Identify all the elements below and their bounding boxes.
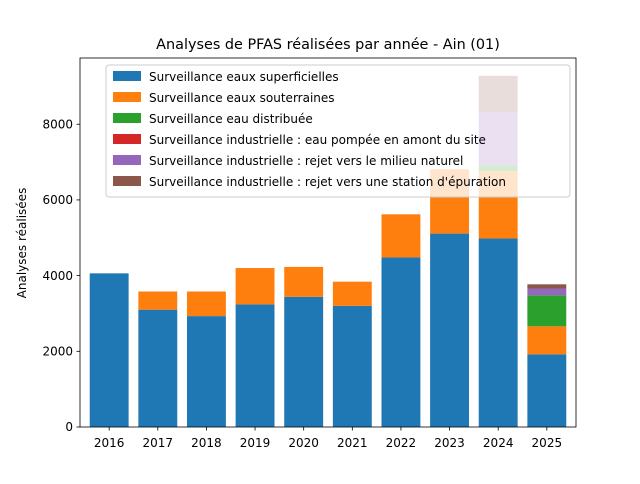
y-tick-label: 6000	[42, 193, 73, 207]
legend-swatch	[113, 92, 141, 102]
bar-segment	[186, 316, 226, 427]
legend-swatch	[113, 71, 141, 81]
bar-segment	[381, 214, 421, 258]
bar-segment	[235, 304, 275, 427]
x-tick-label: 2017	[143, 436, 174, 450]
y-axis-label: Analyses réalisées	[15, 188, 29, 299]
legend-label: Surveillance eaux superficielles	[149, 70, 339, 84]
axes-layer: 0 2000 4000 6000 8000 2016 2017 2018 2019 2020 202…	[42, 57, 577, 450]
bar-segment	[527, 326, 567, 355]
bar-segment	[381, 257, 421, 427]
bar-segment	[527, 354, 567, 427]
legend-box	[105, 64, 571, 198]
x-tick-label: 2023	[434, 436, 465, 450]
x-tick-label: 2025	[532, 436, 563, 450]
x-tick-label: 2018	[191, 436, 222, 450]
bar-segment	[527, 288, 567, 296]
x-tick-label: 2020	[288, 436, 319, 450]
bar-segment	[527, 284, 567, 289]
legend-swatch	[113, 155, 141, 165]
chart-title: Analyses de PFAS réalisées par année - A…	[156, 37, 500, 53]
legend-label: Surveillance eaux souterraines	[149, 91, 335, 105]
x-tick-label: 2024	[483, 436, 514, 450]
legend-label: Surveillance eau distribuée	[149, 112, 313, 126]
bar-segment	[138, 291, 178, 310]
x-tick-label: 2019	[240, 436, 271, 450]
bar-segment	[186, 291, 226, 317]
bar-segment	[284, 296, 324, 427]
bar-segment	[235, 268, 275, 305]
x-tick-label: 2022	[386, 436, 417, 450]
y-tick-label: 8000	[42, 117, 73, 131]
bar-segment	[284, 266, 324, 297]
plot-frame	[79, 57, 577, 428]
x-tick-label: 2021	[337, 436, 368, 450]
legend-label: Surveillance industrielle : rejet vers l…	[149, 154, 463, 168]
legend-swatch	[113, 113, 141, 123]
bar-segment	[527, 295, 567, 327]
bar-segment	[332, 281, 372, 306]
bar-segment	[478, 238, 518, 427]
legend-swatch	[113, 176, 141, 186]
legend-label: Surveillance industrielle : eau pompée e…	[149, 133, 486, 147]
y-tick-label: 4000	[42, 269, 73, 283]
bar-segment	[332, 305, 372, 427]
y-tick-label: 2000	[42, 345, 73, 359]
y-tick-label: 0	[65, 420, 73, 434]
x-tick-label: 2016	[94, 436, 125, 450]
legend-swatch	[113, 134, 141, 144]
bar-segment	[138, 309, 178, 427]
legend-label: Surveillance industrielle : rejet vers u…	[149, 175, 506, 189]
legend: Surveillance eaux superficielles Surveill…	[105, 64, 571, 198]
bar-segment	[430, 233, 470, 427]
bar-segment	[89, 273, 129, 427]
